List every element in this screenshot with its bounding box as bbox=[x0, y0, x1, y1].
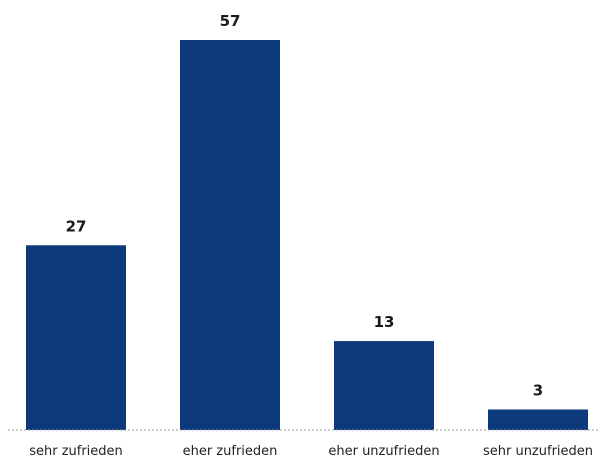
data-label-sehr-zufrieden: 27 bbox=[66, 217, 87, 235]
category-label-eher-unzufrieden: eher unzufrieden bbox=[328, 444, 439, 459]
category-label-sehr-unzufrieden: sehr unzufrieden bbox=[483, 444, 593, 459]
value-labels-group: 27 57 13 3 bbox=[66, 12, 544, 399]
category-labels-group: sehr zufrieden eher zufrieden eher unzufri… bbox=[29, 444, 593, 459]
data-label-eher-zufrieden: 57 bbox=[220, 12, 241, 30]
category-label-sehr-zufrieden: sehr zufrieden bbox=[29, 444, 123, 459]
category-label-eher-zufrieden: eher zufrieden bbox=[183, 444, 278, 459]
data-label-sehr-unzufrieden: 3 bbox=[533, 381, 543, 399]
bar-sehr-unzufrieden bbox=[488, 409, 588, 430]
bar-eher-unzufrieden bbox=[334, 341, 434, 430]
bar-eher-zufrieden bbox=[180, 40, 280, 430]
bar-sehr-zufrieden bbox=[26, 245, 126, 430]
bars-group bbox=[26, 40, 588, 430]
data-label-eher-unzufrieden: 13 bbox=[374, 313, 395, 331]
